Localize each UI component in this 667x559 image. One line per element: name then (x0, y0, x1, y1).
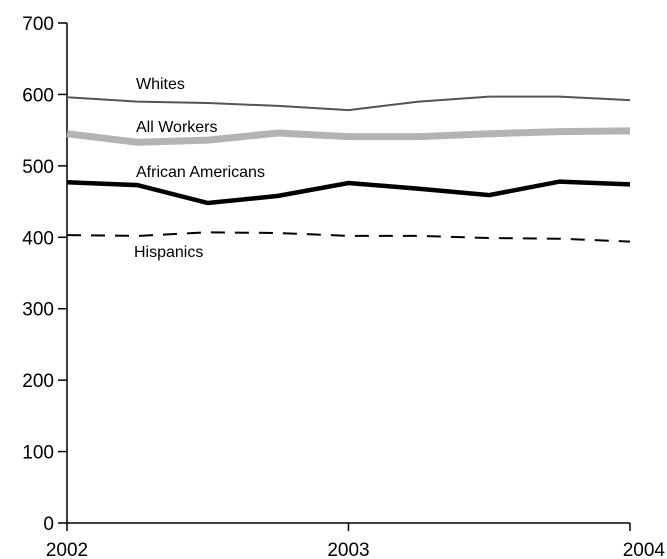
y-tick-label: 400 (22, 228, 54, 249)
y-tick-label: 100 (22, 443, 54, 464)
series-lines (66, 95, 631, 243)
series-labels: Whites All Workers African Americans Hispan… (134, 76, 265, 261)
series-label-whites: Whites (136, 76, 185, 93)
y-tick-label: 700 (22, 14, 54, 35)
series-label-african-americans: African Americans (136, 164, 265, 181)
y-tick-label: 300 (22, 300, 54, 321)
series-label-all-workers: All Workers (136, 119, 218, 136)
series-line-african-americans (66, 179, 631, 206)
axis-ticks: 0 100 200 300 400 500 600 700 2002 2003 2004 (22, 14, 665, 559)
axes (66, 23, 630, 524)
series-line-hispanics (66, 231, 631, 243)
x-tick-label: 2004 (623, 540, 666, 559)
y-tick-label: 500 (22, 157, 54, 178)
series-line-whites (66, 95, 631, 112)
x-tick-label: 2002 (46, 540, 88, 559)
x-tick-label: 2003 (327, 540, 369, 559)
y-tick-label: 0 (43, 514, 54, 535)
y-tick-label: 200 (22, 371, 54, 392)
series-label-hispanics: Hispanics (134, 244, 203, 261)
series-line-all-workers (66, 127, 631, 146)
y-tick-label: 600 (22, 85, 54, 106)
